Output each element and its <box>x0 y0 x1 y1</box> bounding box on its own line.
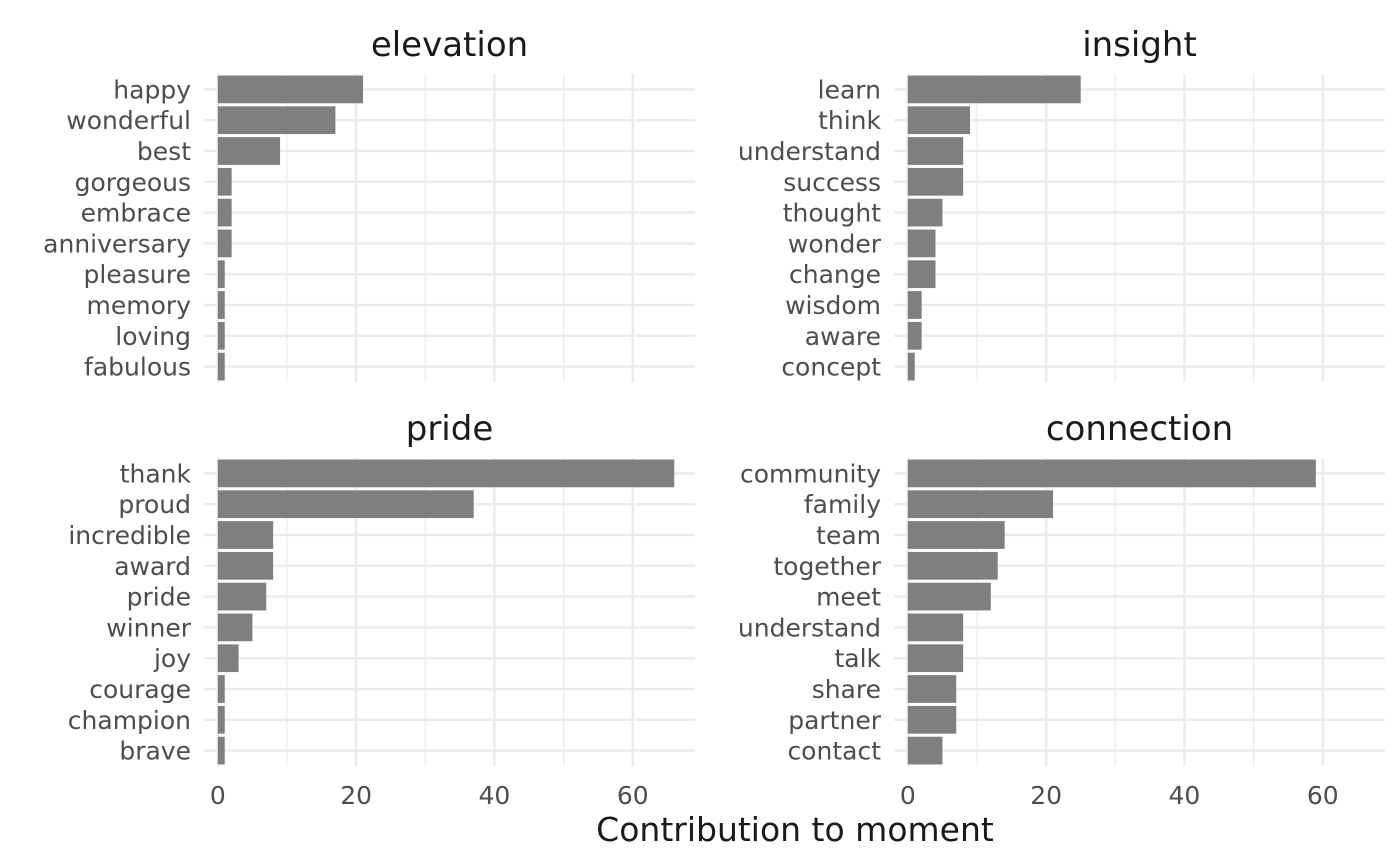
category-label: fabulous <box>84 353 191 382</box>
bar-gorgeous <box>217 167 232 196</box>
bar-thank <box>217 459 675 488</box>
category-label: understand <box>738 613 881 642</box>
panel-title: connection <box>1046 409 1233 449</box>
category-label: courage <box>89 675 191 704</box>
category-label: community <box>740 459 881 488</box>
category-label: wonder <box>788 229 882 258</box>
category-label: thought <box>783 199 882 228</box>
category-label: talk <box>834 644 881 673</box>
category-label: together <box>773 552 881 581</box>
bar-memory <box>217 291 225 319</box>
panel-insight: learnthinkunderstandsuccessthoughtwonder… <box>738 25 1385 382</box>
bar-thought <box>907 198 943 227</box>
panel-pride: thankproudincredibleawardpridewinnerjoyc… <box>68 409 695 810</box>
category-label: learn <box>818 75 881 104</box>
category-label: wisdom <box>785 291 881 320</box>
x-tick-label: 60 <box>617 781 649 810</box>
bar-embrace <box>217 198 232 227</box>
category-label: pride <box>127 583 191 612</box>
bar-learn <box>907 75 1081 104</box>
bar-pleasure <box>217 260 225 289</box>
bar-together <box>907 551 998 580</box>
bar-anniversary <box>217 229 232 258</box>
x-axis-title: Contribution to moment <box>596 810 994 849</box>
category-label: embrace <box>81 199 191 228</box>
panel-connection: communityfamilyteamtogethermeetunderstan… <box>738 409 1385 810</box>
category-label: aware <box>805 322 881 351</box>
bar-understand <box>907 137 964 165</box>
bar-award <box>217 551 274 580</box>
bar-family <box>907 490 1054 519</box>
category-label: pleasure <box>84 260 192 289</box>
panel-title: insight <box>1082 25 1197 65</box>
bar-contact <box>907 736 943 765</box>
bar-joy <box>217 644 239 673</box>
category-label: wonderful <box>66 106 191 135</box>
category-label: memory <box>87 291 192 320</box>
category-label: family <box>804 490 881 519</box>
category-label: proud <box>118 490 191 519</box>
bar-loving <box>217 321 225 350</box>
category-label: joy <box>153 644 191 673</box>
bar-wisdom <box>907 291 922 319</box>
category-label: best <box>137 137 191 166</box>
panel-elevation: happywonderfulbestgorgeousembraceanniver… <box>43 25 695 382</box>
x-tick-label: 20 <box>340 781 372 810</box>
category-label: gorgeous <box>75 168 191 197</box>
bar-fabulous <box>217 352 225 381</box>
category-label: winner <box>106 613 191 642</box>
bar-understand <box>907 613 964 642</box>
bar-meet <box>907 582 991 611</box>
bar-aware <box>907 321 922 350</box>
bar-winner <box>217 613 253 642</box>
category-label: success <box>783 168 881 197</box>
category-label: brave <box>119 737 191 766</box>
x-tick-label: 40 <box>1169 781 1201 810</box>
bar-think <box>907 106 971 135</box>
bar-community <box>907 459 1316 488</box>
category-label: concept <box>781 353 881 382</box>
bar-wonderful <box>217 106 336 135</box>
category-label: happy <box>113 75 191 104</box>
bar-change <box>907 260 936 289</box>
bar-talk <box>907 644 964 673</box>
category-label: champion <box>68 706 191 735</box>
category-label: thank <box>120 459 192 488</box>
bar-champion <box>217 705 225 734</box>
bar-proud <box>217 490 474 519</box>
category-label: change <box>789 260 881 289</box>
panel-title: pride <box>406 409 494 449</box>
bar-success <box>907 167 964 196</box>
bar-brave <box>217 736 225 765</box>
bar-pride <box>217 582 267 611</box>
category-label: loving <box>115 322 191 351</box>
x-tick-label: 40 <box>479 781 511 810</box>
category-label: think <box>818 106 881 135</box>
bar-happy <box>217 75 364 104</box>
x-tick-label: 60 <box>1307 781 1339 810</box>
category-label: incredible <box>68 521 191 550</box>
bar-incredible <box>217 521 274 549</box>
bar-courage <box>217 675 225 703</box>
x-tick-label: 0 <box>210 781 226 810</box>
category-label: understand <box>738 137 881 166</box>
category-label: contact <box>787 737 881 766</box>
bar-share <box>907 675 957 703</box>
category-label: award <box>114 552 191 581</box>
category-label: team <box>816 521 881 550</box>
category-label: share <box>812 675 881 704</box>
category-label: partner <box>788 706 881 735</box>
bar-wonder <box>907 229 936 258</box>
x-tick-label: 0 <box>900 781 916 810</box>
x-tick-label: 20 <box>1030 781 1062 810</box>
bar-partner <box>907 705 957 734</box>
category-label: meet <box>816 583 881 612</box>
panel-title: elevation <box>371 25 528 65</box>
bar-concept <box>907 352 915 381</box>
bar-team <box>907 521 1005 549</box>
category-label: anniversary <box>43 229 191 258</box>
bar-best <box>217 137 281 165</box>
